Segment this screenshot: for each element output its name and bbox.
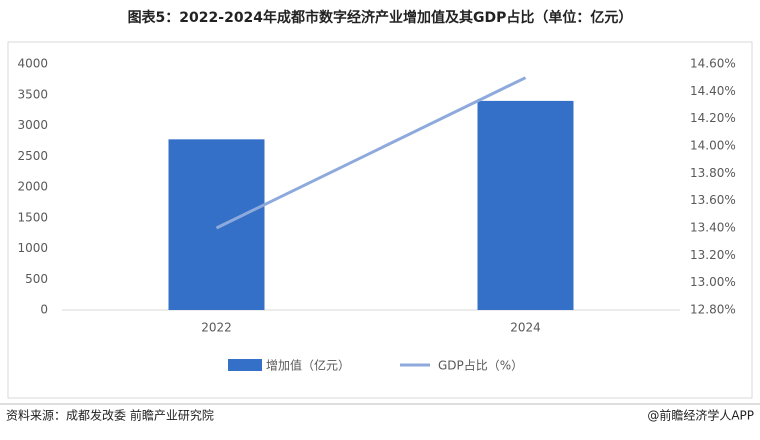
y-tick-label: 2500	[17, 149, 48, 163]
y-tick-label: 4000	[17, 57, 48, 71]
x-tick-label: 2022	[201, 321, 232, 335]
y2-tick-label: 13.00%	[690, 275, 736, 289]
chart-title: 图表5：2022-2024年成都市数字经济产业增加值及其GDP占比（单位：亿元）	[128, 9, 633, 26]
y2-tick-label: 13.40%	[690, 221, 736, 235]
bar	[168, 139, 265, 310]
y2-tick-label: 13.80%	[690, 166, 736, 180]
y-tick-label: 2000	[17, 180, 48, 194]
y2-tick-label: 13.60%	[690, 193, 736, 207]
x-tick-label: 2024	[510, 321, 541, 335]
legend-label: 增加值（亿元）	[266, 358, 350, 373]
legend-label: GDP占比（%）	[438, 358, 523, 373]
y-tick-label: 3000	[17, 118, 48, 132]
y2-tick-label: 14.20%	[690, 111, 736, 125]
y2-tick-label: 12.80%	[690, 303, 736, 317]
bar	[477, 100, 574, 311]
y2-tick-label: 14.40%	[690, 84, 736, 98]
y-tick-label: 1000	[17, 241, 48, 255]
source: 资料来源：成都发改委 前瞻产业研究院	[6, 408, 214, 423]
chart-frame	[7, 41, 753, 399]
y2-tick-label: 14.00%	[690, 139, 736, 153]
legend-swatch	[228, 359, 262, 371]
y-tick-label: 1500	[17, 210, 48, 224]
y2-tick-label: 13.20%	[690, 248, 736, 262]
y2-tick-label: 14.60%	[690, 57, 736, 71]
y-tick-label: 3500	[17, 87, 48, 101]
line	[215, 76, 527, 230]
brand: @前瞻经济学人APP	[647, 408, 754, 423]
y-tick-label: 0	[40, 303, 48, 317]
y-tick-label: 500	[25, 272, 48, 286]
